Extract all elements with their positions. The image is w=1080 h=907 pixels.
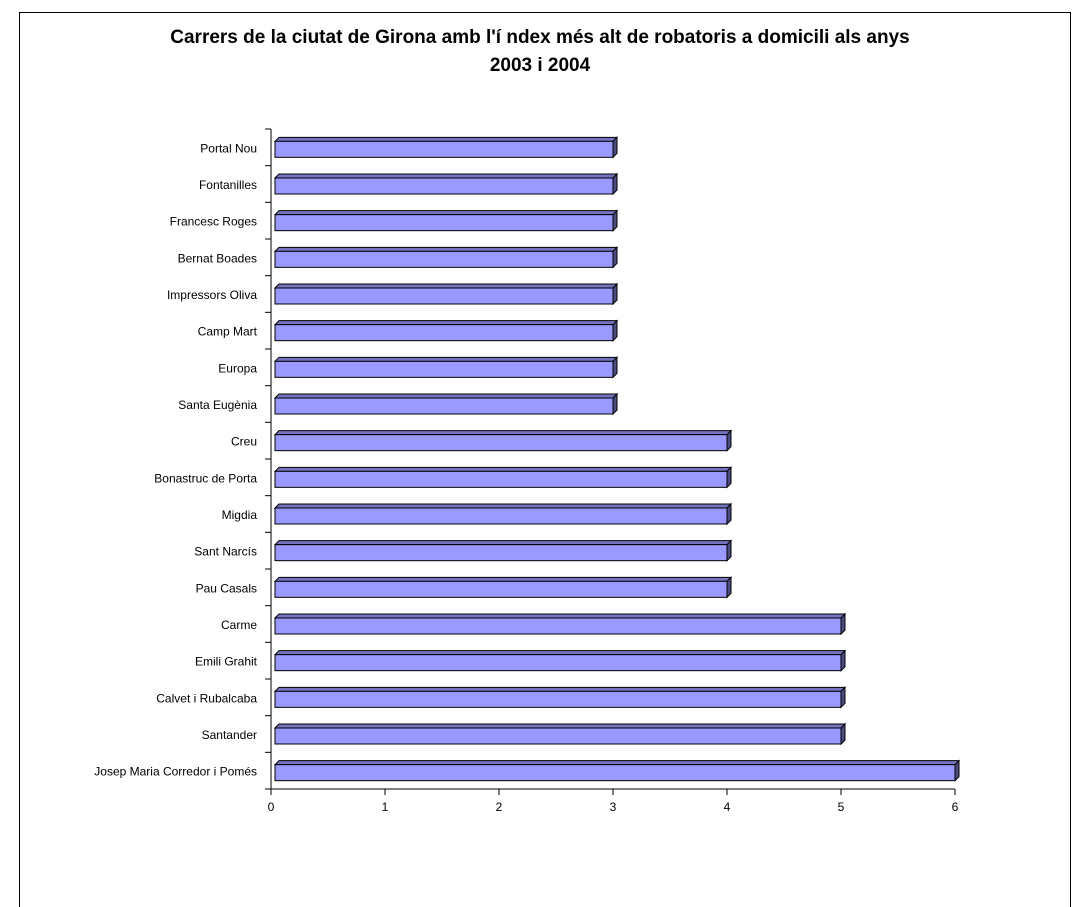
category-label: Portal Nou <box>200 141 257 155</box>
bar-top-face <box>273 540 733 546</box>
bars <box>273 136 961 782</box>
bar-top-face <box>273 650 847 656</box>
bar <box>274 654 842 672</box>
bar-side-face <box>726 429 732 452</box>
bar-top-face <box>273 686 847 692</box>
bar-top-face <box>273 210 619 216</box>
bar-top-face <box>273 760 961 766</box>
x-tick-label: 3 <box>610 800 617 814</box>
chart-title-line-1: Carrers de la ciutat de Girona amb l'í n… <box>170 27 910 48</box>
chart-title-line-2: 2003 i 2004 <box>489 55 591 76</box>
bar-top-face <box>273 723 847 729</box>
chart-title: Carrers de la ciutat de Girona amb l'í n… <box>0 24 1080 80</box>
bar-top-face <box>273 393 619 399</box>
bar-side-face <box>840 649 846 672</box>
bar-side-face <box>612 246 618 269</box>
bar-top-face <box>273 136 619 142</box>
bar-top-face <box>273 613 847 619</box>
category-label: Impressors Oliva <box>167 288 257 302</box>
bar <box>274 617 842 635</box>
bar-top-face <box>273 320 619 326</box>
category-label: Santa Eugènia <box>178 398 257 412</box>
category-label: Creu <box>231 435 257 449</box>
bar <box>274 360 614 378</box>
bar-side-face <box>612 172 618 196</box>
x-axis-tick-labels: 0 1 2 3 4 5 6 <box>268 800 959 814</box>
bar <box>274 324 614 342</box>
bar-side-face <box>726 502 732 526</box>
category-label: Josep Maria Corredor i Pomés <box>94 765 257 779</box>
bar-side-face <box>954 759 960 782</box>
bar <box>274 250 614 268</box>
category-label: Francesc Roges <box>170 215 257 229</box>
bar <box>274 470 728 488</box>
bar-side-face <box>612 209 618 232</box>
bar <box>274 544 728 562</box>
bar <box>274 727 842 745</box>
category-label: Bernat Boades <box>178 251 257 265</box>
bar-side-face <box>612 136 618 159</box>
category-label: Calvet i Rubalcaba <box>156 691 257 705</box>
x-tick-label: 1 <box>382 800 389 814</box>
x-tick-label: 2 <box>496 800 503 814</box>
bar-top-face <box>273 466 733 472</box>
bar-side-face <box>840 722 846 746</box>
bar <box>274 580 728 598</box>
bar-top-face <box>273 576 733 582</box>
bar-top-face <box>273 246 619 252</box>
category-label: Migdia <box>222 508 258 522</box>
category-label: Pau Casals <box>196 581 257 595</box>
bar-side-face <box>612 319 618 342</box>
x-tick-label: 0 <box>268 800 275 814</box>
x-tick-label: 4 <box>724 800 731 814</box>
bar <box>274 214 614 232</box>
category-label: Fontanilles <box>199 178 257 192</box>
bar <box>274 764 956 782</box>
bar <box>274 140 614 158</box>
bar-side-face <box>726 539 732 562</box>
bar-side-face <box>840 612 846 636</box>
bar-side-face <box>726 576 732 599</box>
category-label: Sant Narcís <box>194 545 257 559</box>
bar <box>274 507 728 525</box>
category-label: Santander <box>202 728 257 742</box>
category-label: Bonastruc de Porta <box>154 471 257 485</box>
bar-top-face <box>273 173 619 179</box>
bar-top-face <box>273 430 733 436</box>
category-label: Camp Mart <box>198 325 258 339</box>
bar <box>274 287 614 305</box>
chart-frame <box>19 12 1071 907</box>
x-tick-label: 5 <box>838 800 845 814</box>
category-label: Carme <box>221 618 257 632</box>
x-tick-label: 6 <box>952 800 959 814</box>
bar-side-face <box>612 392 618 416</box>
axes <box>265 128 956 795</box>
bar <box>274 177 614 195</box>
bar-top-face <box>273 503 733 509</box>
bar-side-face <box>726 466 732 489</box>
bar-side-face <box>612 282 618 306</box>
bar <box>274 434 728 452</box>
bar-side-face <box>612 356 618 379</box>
category-labels: Portal Nou Fontanilles Francesc Roges Berna… <box>94 141 257 778</box>
category-label: Emili Grahit <box>195 655 258 669</box>
bar-side-face <box>840 686 846 709</box>
bar <box>274 397 614 415</box>
bar <box>274 690 842 708</box>
bar-top-face <box>273 356 619 362</box>
bar-top-face <box>273 283 619 289</box>
category-label: Europa <box>218 361 257 375</box>
